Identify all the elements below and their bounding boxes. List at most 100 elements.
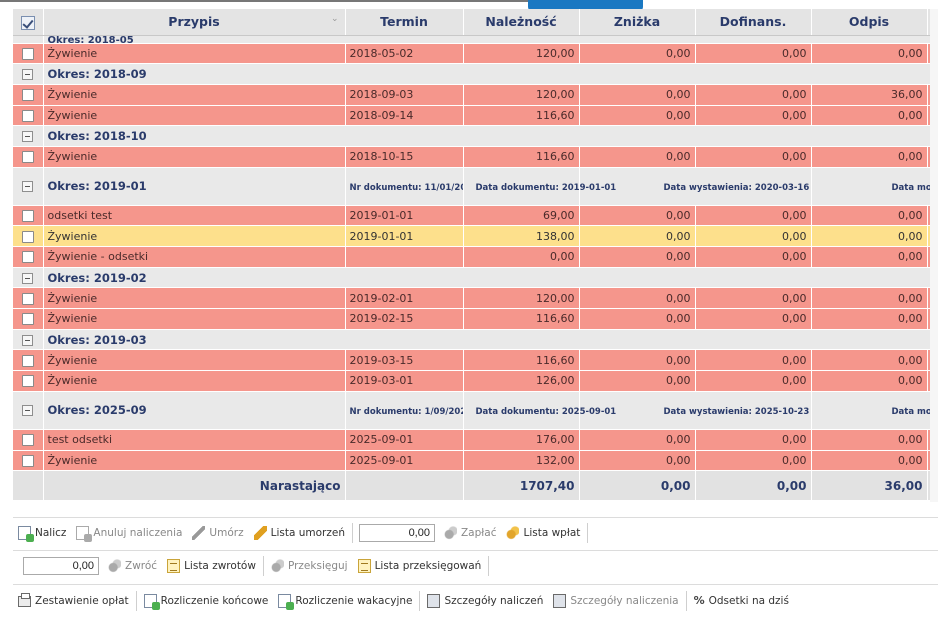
cell-znizka: 0,00 [579,429,696,451]
zwroc-button[interactable]: Zwróć [103,555,162,577]
przeksieguj-button[interactable]: Przeksięguj [266,555,353,577]
row-checkbox[interactable] [13,246,44,268]
table-row[interactable]: Żywienie 2018-05-02 120,00 0,00 0,00 0,00 [13,43,938,65]
column-odpis[interactable]: Odpis [811,9,928,36]
cell-naleznosc: 120,00 [463,84,580,106]
table-row[interactable]: odsetki test 2019-01-01 69,00 0,00 0,00 0,00 [13,205,938,227]
table-row[interactable]: Żywienie 2019-02-15 116,60 0,00 0,00 0,00 [13,308,938,330]
collapse-icon[interactable] [22,131,34,143]
group-toggle[interactable] [13,63,44,85]
cell-przypis: Żywienie [43,349,346,372]
refund-amount-input[interactable] [23,556,99,575]
column-dofinans[interactable]: Dofinans. [695,9,812,36]
group-toggle[interactable] [13,35,44,44]
checkbox-icon[interactable] [21,434,34,447]
column-menu-icon[interactable]: ⌄ [330,14,339,24]
row-checkbox[interactable] [13,370,44,392]
checkbox-icon[interactable] [21,313,34,326]
umorz-button[interactable]: Umórz [187,522,248,544]
checkbox-icon[interactable] [21,89,34,102]
group-doc-number: Nr dokumentu: 11/01/2019 [345,167,464,206]
row-checkbox[interactable] [13,308,44,330]
checkbox-icon[interactable] [21,354,34,367]
row-checkbox[interactable] [13,205,44,227]
column-termin[interactable]: Termin [345,9,464,36]
group-toggle[interactable] [13,391,44,430]
row-checkbox[interactable] [13,105,44,127]
table-row[interactable]: Żywienie 2019-03-01 126,00 0,00 0,00 0,00 [13,370,938,392]
column-przypis[interactable]: Przypis ⌄ [43,9,346,36]
zaplac-button[interactable]: Zapłać [439,522,501,544]
group-modified-date: Data modyfikac [811,167,938,206]
row-checkbox[interactable] [13,450,44,472]
group-toggle[interactable] [13,167,44,206]
row-checkbox[interactable] [13,146,44,168]
checkbox-icon[interactable] [21,47,34,60]
refund-icon [108,558,121,573]
cell-termin: 2019-03-15 [345,349,464,372]
lista-zwrotow-button[interactable]: Lista zwrotów [162,555,261,577]
checkbox-icon[interactable] [21,209,34,222]
table-row[interactable]: Żywienie 2019-03-15 116,60 0,00 0,00 0,00 [13,349,938,372]
select-all-icon[interactable] [20,15,35,30]
cell-odpis: 0,00 [811,205,928,227]
cell-naleznosc: 138,00 [463,225,580,247]
collapse-icon[interactable] [22,69,34,81]
row-checkbox[interactable] [13,43,44,65]
checkbox-icon[interactable] [21,251,34,264]
cell-termin: 2019-02-15 [345,308,464,330]
checkbox-icon[interactable] [21,292,34,305]
separator [488,555,490,576]
cell-naleznosc: 69,00 [463,205,580,227]
rozliczenie-koncowe-button[interactable]: Rozliczenie końcowe [139,590,274,612]
toolbar-row-2: Zwróć Lista zwrotów Przeksięguj Lista pr… [13,550,938,580]
payment-amount-input[interactable] [358,523,435,542]
rozliczenie-wakacyjne-button[interactable]: Rozliczenie wakacyjne [273,590,417,612]
collapse-icon[interactable] [22,405,34,417]
zestawienie-oplat-button[interactable]: Zestawienie opłat [13,590,134,612]
checkbox-icon[interactable] [21,109,34,122]
szczegoly-naliczen-button[interactable]: Szczegóły naliczeń [422,590,548,612]
checkbox-icon[interactable] [21,454,34,467]
group-toggle[interactable] [13,329,44,351]
row-checkbox[interactable] [13,349,44,372]
cell-naleznosc: 120,00 [463,287,580,310]
column-naleznosc[interactable]: Należność [463,9,580,36]
checkbox-icon[interactable] [21,151,34,164]
group-row: Okres: 2018-05 [13,35,938,44]
row-checkbox[interactable] [13,429,44,451]
szczegoly-naliczenia-button[interactable]: Szczegóły naliczenia [548,590,683,612]
table-row[interactable]: Żywienie 2025-09-01 132,00 0,00 0,00 0,00 [13,450,938,472]
table-row[interactable]: Żywienie 2018-09-14 116,60 0,00 0,00 0,00 [13,105,938,127]
select-all-checkbox[interactable] [13,9,44,36]
percent-icon: % [693,594,705,607]
top-tab-button[interactable] [528,0,643,11]
table-row[interactable]: Żywienie 2018-10-15 116,60 0,00 0,00 0,00 [13,146,938,168]
cancel-document-icon [76,525,93,542]
lista-przeksiegowan-button[interactable]: Lista przeksięgowań [353,555,487,577]
table-row[interactable]: Żywienie 2018-09-03 120,00 0,00 0,00 36,00 [13,84,938,106]
row-checkbox[interactable] [13,225,44,247]
lista-umorzen-button[interactable]: Lista umorzeń [249,522,350,544]
table-row[interactable]: Żywienie 2019-02-01 120,00 0,00 0,00 0,00 [13,287,938,310]
table-row[interactable]: Żywienie 2019-01-01 138,00 0,00 0,00 0,00 [13,225,938,247]
row-checkbox[interactable] [13,84,44,106]
vertical-scrollbar[interactable] [930,9,938,502]
table-row[interactable]: test odsetki 2025-09-01 176,00 0,00 0,00 0,00 [13,429,938,451]
cell-znizka: 0,00 [579,308,696,330]
group-toggle[interactable] [13,125,44,147]
cell-odpis: 0,00 [811,450,928,472]
collapse-icon[interactable] [22,181,34,193]
row-checkbox[interactable] [13,287,44,310]
table-row[interactable]: Żywienie - odsetki 0,00 0,00 0,00 0,00 [13,246,938,268]
lista-wplat-button[interactable]: Lista wpłat [501,522,585,544]
collapse-icon[interactable] [22,272,34,284]
nalicz-button[interactable]: Nalicz [13,522,71,544]
odsetki-na-dzis-button[interactable]: % Odsetki na dziś [693,594,789,607]
checkbox-icon[interactable] [21,375,34,388]
checkbox-icon[interactable] [21,230,34,243]
anuluj-naliczenia-button[interactable]: Anuluj naliczenia [71,522,187,544]
group-toggle[interactable] [13,267,44,289]
collapse-icon[interactable] [22,334,34,346]
column-znizka[interactable]: Zniżka [579,9,696,36]
